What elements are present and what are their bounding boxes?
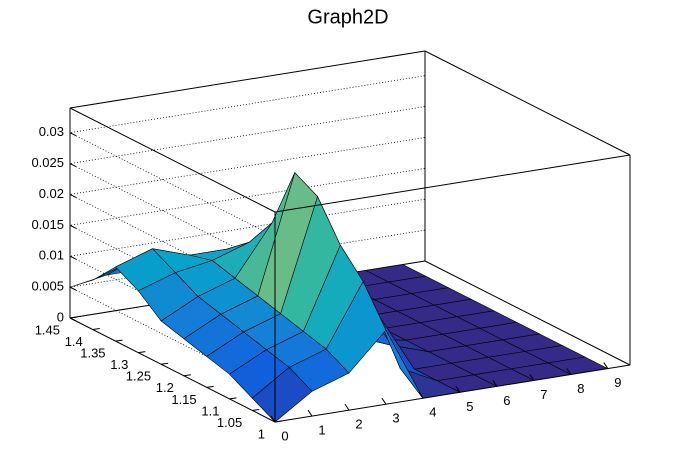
surface-cell (251, 367, 313, 423)
z-tick (69, 224, 77, 229)
y-tick-label: 1.15 (171, 392, 196, 407)
x-tick-label: 7 (540, 387, 547, 402)
x-tick (603, 362, 609, 369)
y-tick (206, 385, 214, 388)
y-tick-label: 1.45 (35, 322, 60, 337)
y-tick-label: 1.1 (201, 403, 219, 418)
x-tick (529, 374, 535, 381)
x-tick-label: 0 (281, 428, 288, 443)
x-tick (307, 409, 313, 417)
y-tick (252, 408, 260, 411)
x-tick-label: 9 (614, 375, 621, 390)
y-tick (274, 420, 283, 423)
x-tick (492, 380, 498, 387)
box-edge (274, 154, 631, 213)
y-tick (115, 339, 123, 342)
z-tick-label: 0 (57, 309, 64, 324)
y-tick (92, 328, 100, 331)
y-tick-label: 1.3 (110, 357, 128, 372)
box-edge (69, 107, 276, 213)
z-tick-label: 0.025 (31, 155, 64, 170)
y-tick-label: 1.2 (156, 380, 174, 395)
x-tick (418, 391, 424, 399)
x-tick-label: 8 (577, 381, 584, 396)
y-tick (138, 351, 146, 354)
box-edge (69, 50, 426, 109)
y-tick (229, 397, 237, 400)
y-tick-label: 1.25 (126, 369, 151, 384)
y-tick-label: 1 (258, 426, 265, 441)
z-tick-label: 0.03 (39, 124, 64, 139)
x-tick-label: 2 (355, 417, 362, 432)
x-tick (344, 403, 350, 411)
y-tick-label: 1.05 (217, 415, 242, 430)
y-tick-label: 1.35 (80, 346, 105, 361)
z-tick (69, 286, 77, 291)
y-tick (161, 362, 169, 365)
z-tick-label: 0.005 (31, 279, 64, 294)
z-tick (69, 317, 77, 322)
box-edge (424, 260, 631, 366)
z-tick-label: 0.01 (39, 248, 64, 263)
x-tick-label: 1 (318, 423, 325, 438)
y-tick-label: 1.4 (65, 334, 83, 349)
x-tick-label: 3 (392, 411, 399, 426)
box-edge (424, 50, 631, 156)
z-tick (69, 163, 77, 168)
x-tick (455, 386, 461, 393)
x-tick-label: 4 (429, 405, 436, 420)
x-tick-label: 5 (466, 399, 473, 414)
z-tick (69, 194, 77, 198)
y-tick (183, 374, 191, 377)
x-tick-label: 6 (503, 393, 510, 408)
z-tick-label: 0.015 (31, 217, 64, 232)
x-tick (270, 415, 276, 423)
z-tick (69, 255, 77, 260)
z-tick (69, 132, 77, 137)
z-tick-label: 0.02 (39, 186, 64, 201)
x-tick (566, 368, 572, 375)
y-tick (69, 316, 78, 319)
chart-title: Graph2D (307, 6, 388, 28)
x-tick (381, 397, 387, 405)
